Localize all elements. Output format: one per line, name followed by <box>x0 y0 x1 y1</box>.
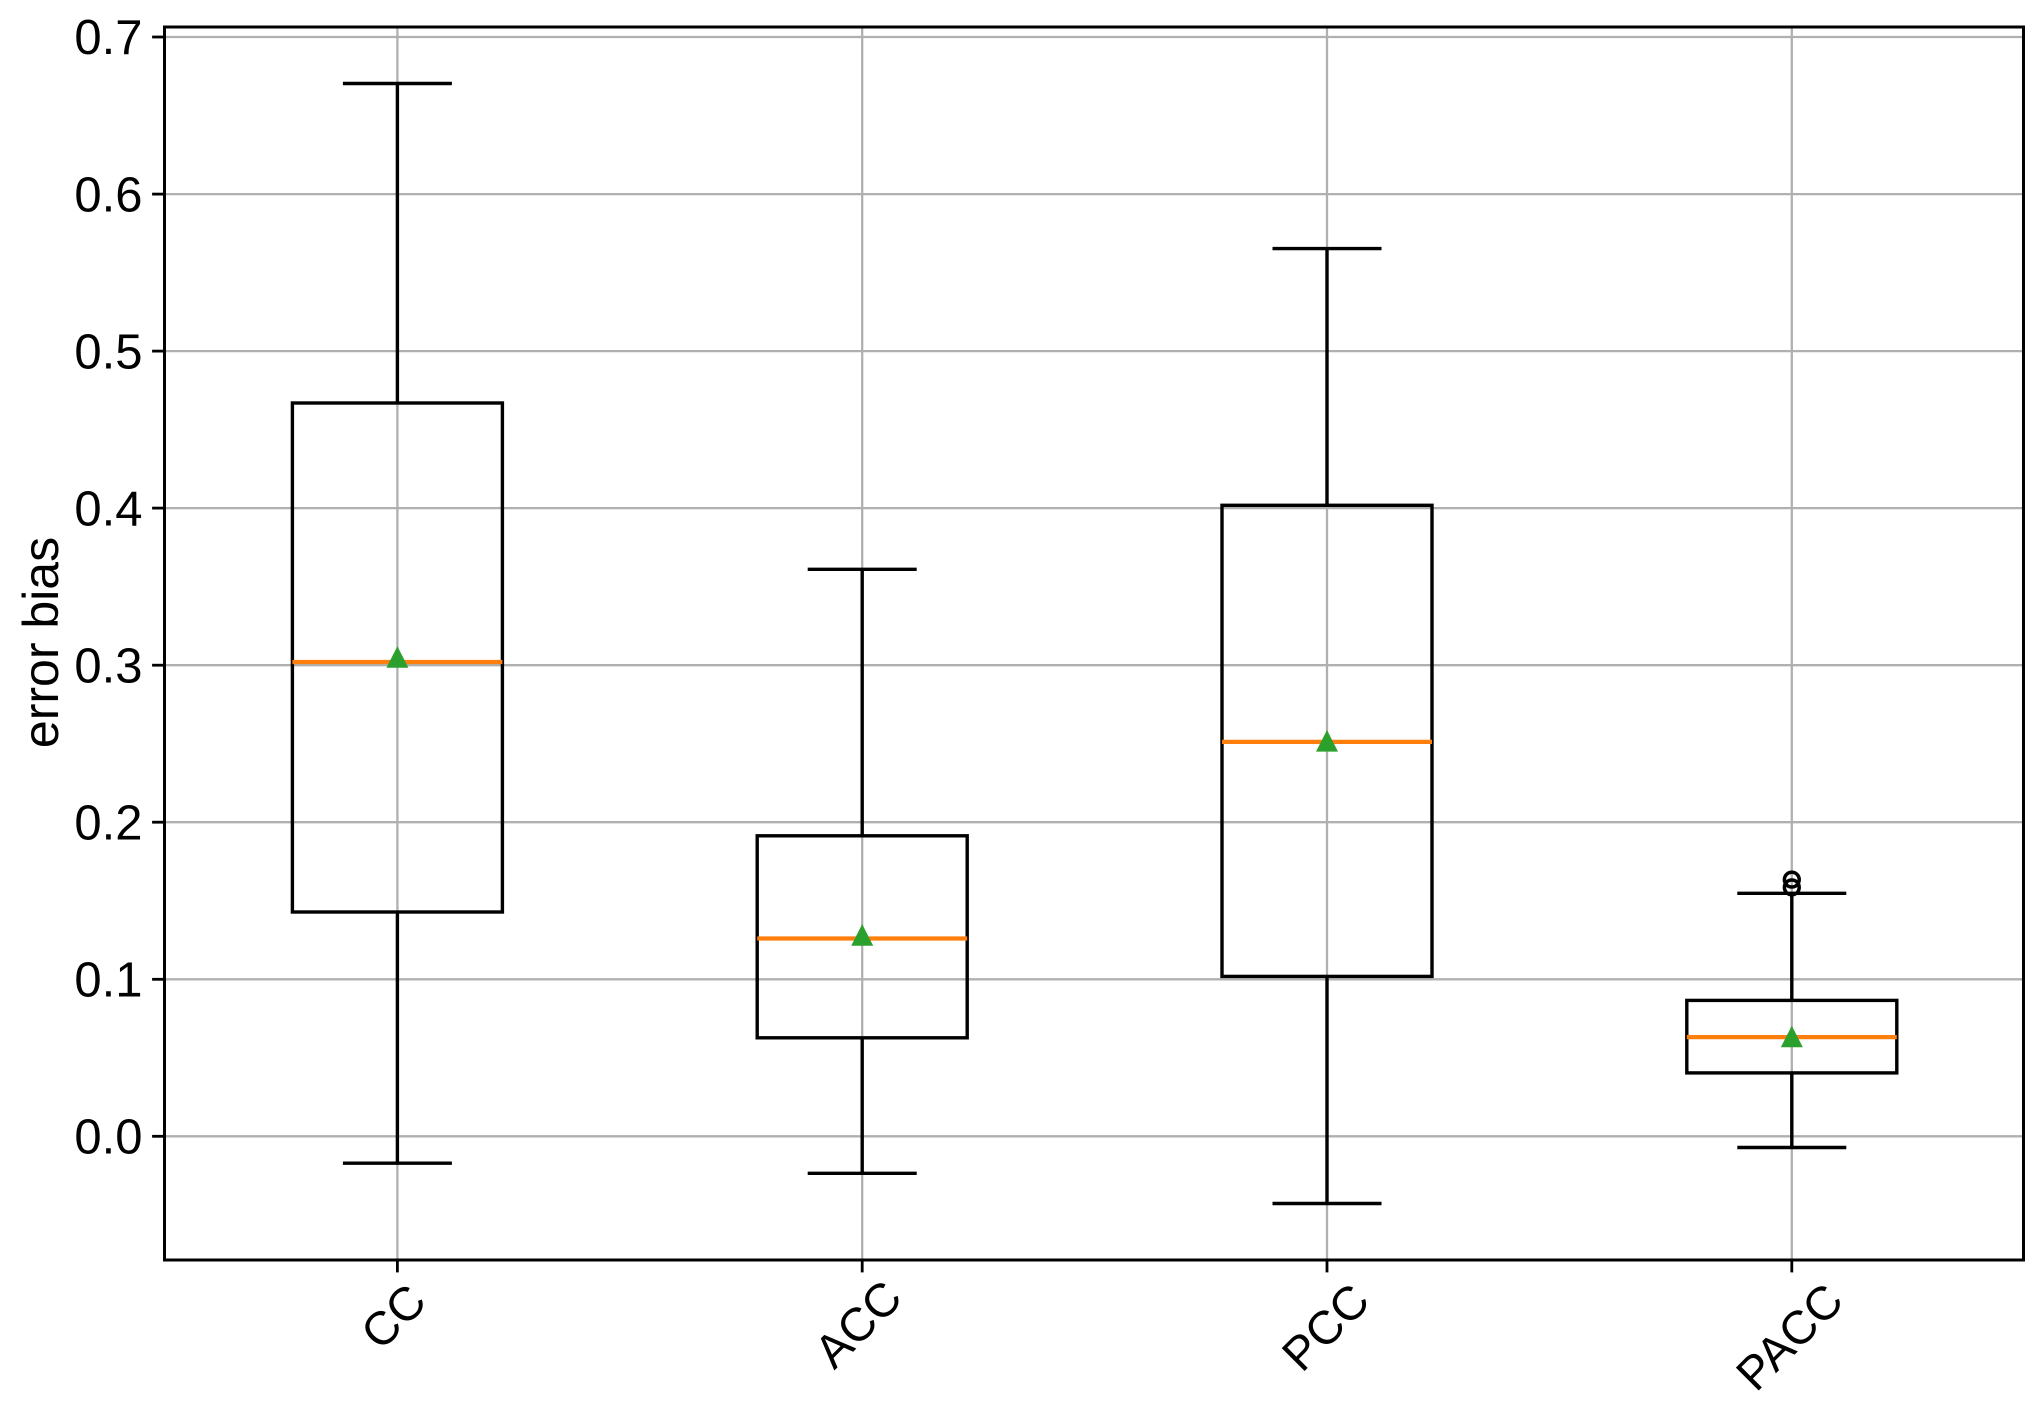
svg-text:0.6: 0.6 <box>74 168 142 222</box>
svg-text:0.2: 0.2 <box>74 796 142 850</box>
svg-text:0.7: 0.7 <box>74 11 142 65</box>
svg-text:0.0: 0.0 <box>74 1111 142 1165</box>
svg-text:0.1: 0.1 <box>74 954 142 1008</box>
svg-text:0.3: 0.3 <box>74 639 142 693</box>
svg-text:0.4: 0.4 <box>74 482 142 536</box>
svg-text:0.5: 0.5 <box>74 325 142 379</box>
svg-text:error bias: error bias <box>13 537 69 748</box>
